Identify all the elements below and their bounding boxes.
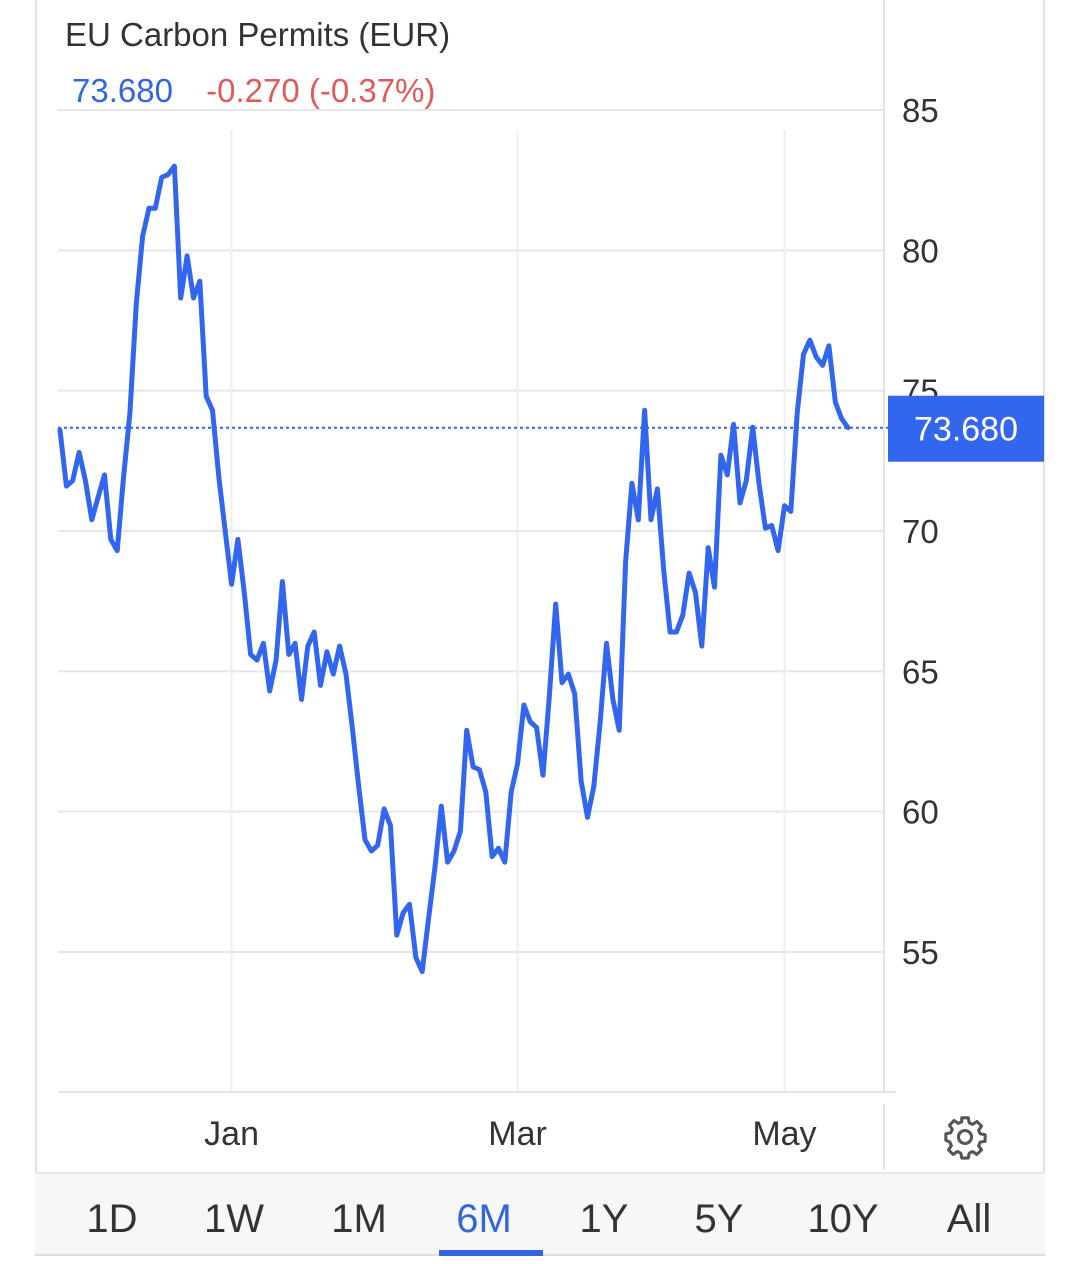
- range-tab-1y[interactable]: 1Y: [579, 1197, 629, 1241]
- instrument-title: EU Carbon Permits (EUR): [65, 16, 451, 53]
- range-tab-6m[interactable]: 6M: [456, 1197, 512, 1241]
- current-price: 73.680: [72, 72, 173, 109]
- x-tick-label: Jan: [204, 1115, 259, 1153]
- x-axis-labels: Jan Mar May: [204, 1115, 816, 1153]
- range-tab-1w[interactable]: 1W: [204, 1197, 264, 1241]
- range-tab-1m[interactable]: 1M: [331, 1197, 387, 1241]
- chart-panel: [35, 0, 1045, 1256]
- range-tab-10y[interactable]: 10Y: [807, 1197, 879, 1241]
- range-tab-5y[interactable]: 5Y: [694, 1197, 744, 1241]
- x-tick-label: May: [752, 1115, 816, 1153]
- y-tick-label: 85: [902, 92, 939, 129]
- last-price-label-bg: [888, 395, 1044, 462]
- y-tick-label: 70: [902, 513, 939, 550]
- range-tab-all[interactable]: All: [946, 1197, 992, 1241]
- series-line-eu-carbon: [57, 163, 851, 975]
- last-price-label: 73.680: [888, 395, 1044, 462]
- y-tick-label: 60: [902, 794, 939, 831]
- y-tick-label: 65: [902, 653, 939, 690]
- horizontal-gridlines: [58, 109, 884, 953]
- vertical-gridlines: [230, 130, 786, 1092]
- y-tick-label: 80: [902, 232, 939, 269]
- x-tick-label: Mar: [488, 1115, 547, 1153]
- active-range-underline: [439, 1250, 543, 1256]
- range-tab-1d[interactable]: 1D: [86, 1197, 138, 1241]
- price-change: -0.270 (-0.37%): [206, 72, 436, 109]
- quote-line: 73.680 -0.270 (-0.37%): [72, 72, 435, 110]
- gear-icon[interactable]: [942, 1114, 988, 1160]
- y-tick-label: 55: [902, 934, 939, 971]
- last-price-label-text: 73.680: [914, 411, 1018, 449]
